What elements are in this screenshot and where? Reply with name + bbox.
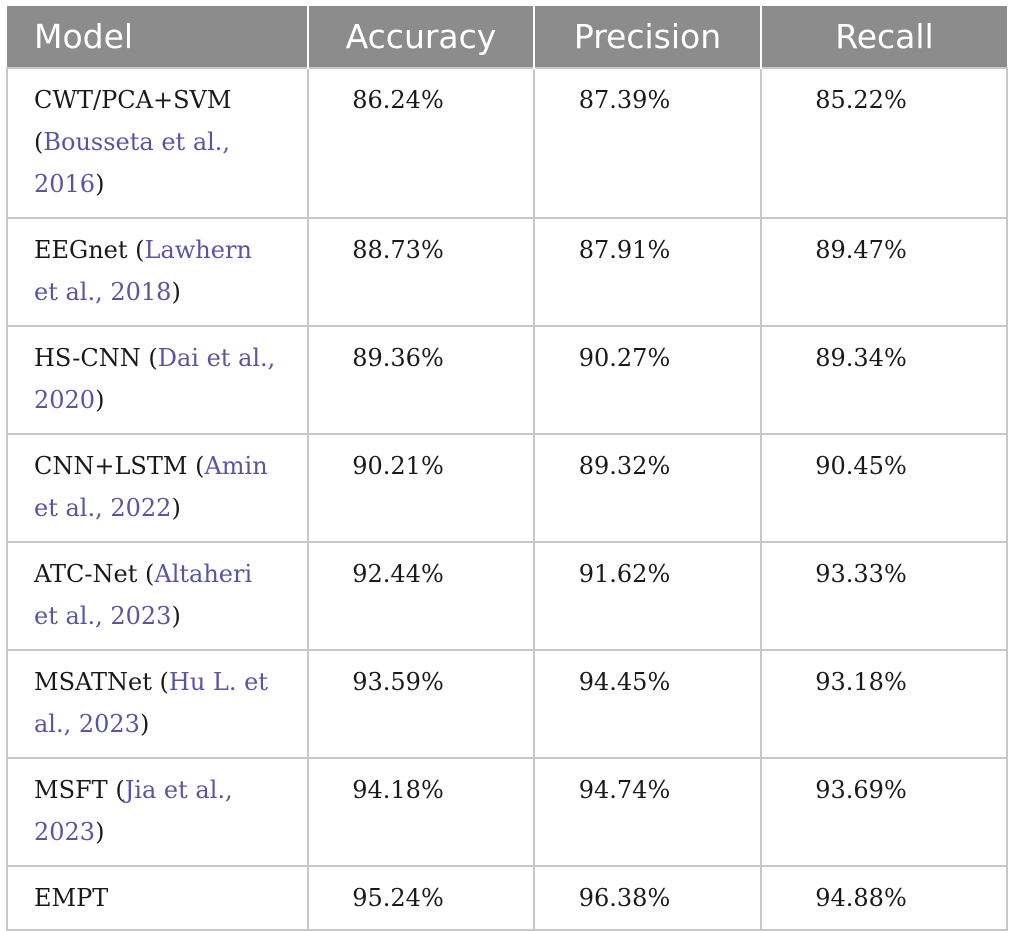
precision-cell: 91.62% (533, 541, 762, 651)
table-row: CWT/PCA+SVM (Bousseta et al., 2016) 86.2… (6, 67, 1008, 219)
model-cell: EEGnet (Lawhern et al., 2018) (6, 217, 309, 327)
header-recall: Recall (760, 6, 1007, 68)
table-row: MSFT (Jia et al., 2023) 94.18% 94.74% 93… (6, 757, 1008, 867)
table-row: ATC-Net (Altaheri et al., 2023) 92.44% 9… (6, 541, 1008, 651)
precision-cell: 87.91% (533, 217, 762, 327)
table-row: MSATNet (Hu L. et al., 2023) 93.59% 94.4… (6, 649, 1008, 759)
header-precision: Precision (533, 6, 761, 68)
header-row: Model Accuracy Precision Recall (7, 6, 1007, 68)
precision-cell: 94.74% (533, 757, 762, 867)
model-cell: HS-CNN (Dai et al., 2020) (6, 325, 309, 435)
model-name: CWT/PCA+SVM (34, 86, 232, 114)
accuracy-cell: 93.59% (307, 649, 535, 759)
model-name: EEGnet (34, 236, 128, 264)
recall-cell: 89.34% (760, 325, 1008, 435)
model-cell: CNN+LSTM (Amin et al., 2022) (6, 433, 309, 543)
recall-cell: 89.47% (760, 217, 1008, 327)
precision-cell: 94.45% (533, 649, 762, 759)
accuracy-cell: 89.36% (307, 325, 535, 435)
recall-cell: 85.22% (760, 67, 1008, 219)
model-name: CNN+LSTM (34, 452, 188, 480)
precision-cell: 87.39% (533, 67, 762, 219)
header-model: Model (7, 6, 308, 68)
accuracy-cell: 92.44% (307, 541, 535, 651)
citation-link[interactable]: Bousseta et al., 2016 (34, 128, 231, 198)
table-row: HS-CNN (Dai et al., 2020) 89.36% 90.27% … (6, 325, 1008, 435)
accuracy-cell: 88.73% (307, 217, 535, 327)
model-name: HS-CNN (34, 344, 141, 372)
model-cell: ATC-Net (Altaheri et al., 2023) (6, 541, 309, 651)
table-row: CNN+LSTM (Amin et al., 2022) 90.21% 89.3… (6, 433, 1008, 543)
table-row: EMPT 95.24% 96.38% 94.88% (6, 865, 1008, 931)
table-header: Model Accuracy Precision Recall (7, 6, 1007, 68)
model-cell: MSFT (Jia et al., 2023) (6, 757, 309, 867)
citation-link[interactable]: Jia et al., 2023 (34, 776, 233, 846)
model-cell: EMPT (6, 865, 309, 931)
results-table: Model Accuracy Precision Recall CWT/PCA+… (6, 6, 1008, 931)
accuracy-cell: 86.24% (307, 67, 535, 219)
model-cell: MSATNet (Hu L. et al., 2023) (6, 649, 309, 759)
model-cell: CWT/PCA+SVM (Bousseta et al., 2016) (6, 67, 309, 219)
citation-link[interactable]: Amin et al., 2022 (34, 452, 268, 522)
model-name: MSFT (34, 776, 108, 804)
citation-link[interactable]: Dai et al., 2020 (34, 344, 276, 414)
accuracy-cell: 90.21% (307, 433, 535, 543)
header-accuracy: Accuracy (307, 6, 534, 68)
precision-cell: 89.32% (533, 433, 762, 543)
recall-cell: 94.88% (760, 865, 1008, 931)
recall-cell: 93.69% (760, 757, 1008, 867)
table-row: EEGnet (Lawhern et al., 2018) 88.73% 87.… (6, 217, 1008, 327)
model-name: MSATNet (34, 668, 152, 696)
model-name: ATC-Net (34, 560, 138, 588)
recall-cell: 90.45% (760, 433, 1008, 543)
accuracy-cell: 94.18% (307, 757, 535, 867)
citation-link[interactable]: Altaheri et al., 2023 (34, 560, 253, 630)
recall-cell: 93.18% (760, 649, 1008, 759)
model-name: EMPT (34, 884, 109, 912)
precision-cell: 96.38% (533, 865, 762, 931)
recall-cell: 93.33% (760, 541, 1008, 651)
table-body: CWT/PCA+SVM (Bousseta et al., 2016) 86.2… (6, 67, 1008, 931)
precision-cell: 90.27% (533, 325, 762, 435)
citation-link[interactable]: Lawhern et al., 2018 (34, 236, 252, 306)
accuracy-cell: 95.24% (307, 865, 535, 931)
citation-link[interactable]: Hu L. et al., 2023 (34, 668, 268, 738)
